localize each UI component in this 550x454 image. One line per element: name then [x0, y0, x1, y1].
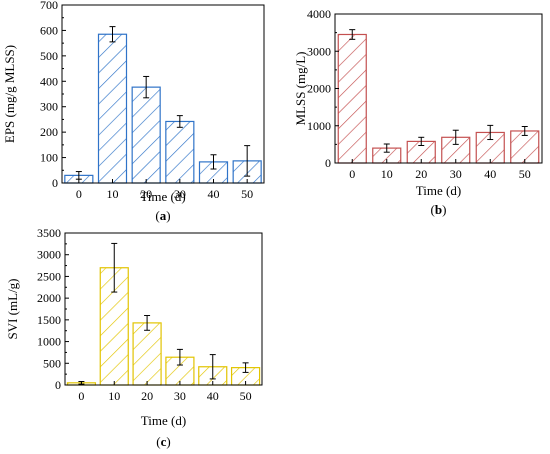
y-tick-label: 2500: [37, 269, 61, 283]
error-bar-20: [143, 75, 150, 99]
x-tick-label: 10: [108, 389, 120, 403]
error-bar-20: [144, 315, 151, 331]
panel-label: (c): [156, 434, 170, 449]
error-bar-30: [176, 348, 183, 366]
y-tick-label: 500: [43, 356, 61, 370]
y-tick-label: 4000: [307, 7, 331, 21]
y-axis-label: EPS (mg/g MLSS): [2, 45, 17, 143]
error-bar-30: [176, 115, 183, 128]
y-tick-label: 2000: [307, 82, 331, 96]
x-tick-label: 20: [415, 167, 427, 181]
chart-panel-3: 0 500 1000 1500 2000 2500 3000 3500 0 10 20 30 40 50 T…: [5, 226, 263, 449]
x-tick-label: 30: [174, 389, 186, 403]
y-axis-label: MLSS (mg/L): [293, 51, 308, 125]
y-tick-label: 0: [325, 156, 331, 170]
x-tick-label: 20: [140, 187, 152, 201]
y-tick-label: 3000: [307, 44, 331, 58]
x-axis-label: Time (d): [416, 183, 461, 198]
x-tick-label: 0: [78, 389, 84, 403]
y-tick-label: 0: [55, 378, 61, 392]
y-tick-label: 200: [40, 125, 58, 139]
error-bar-50: [521, 125, 528, 136]
y-tick-label: 400: [40, 74, 58, 88]
x-tick-label: 50: [519, 167, 531, 181]
x-tick-label: 10: [381, 167, 393, 181]
error-bar-10: [111, 242, 118, 293]
error-bar-50: [242, 362, 249, 373]
y-tick-label: 1000: [37, 335, 61, 349]
error-bar-10: [109, 26, 116, 43]
x-tick-label: 0: [76, 187, 82, 201]
x-tick-label: 40: [207, 389, 219, 403]
x-tick-label: 50: [241, 187, 253, 201]
panel-label: (a): [155, 208, 170, 223]
plot-frame: [64, 232, 263, 386]
x-axis-label: Time (d): [141, 413, 186, 428]
y-tick-label: 100: [40, 151, 58, 165]
x-tick-label: 30: [450, 167, 462, 181]
y-axis-label: SVI (mL/g): [5, 278, 20, 339]
plot-frame: [61, 4, 265, 184]
bar-0: [337, 33, 367, 164]
y-tick-label: 0: [52, 176, 58, 190]
panel-label: (b): [431, 202, 447, 217]
y-tick-label: 300: [40, 100, 58, 114]
bar-20: [131, 86, 161, 184]
error-bar-40: [210, 154, 217, 170]
error-bar-10: [383, 143, 390, 153]
error-bar-0: [349, 29, 356, 40]
y-tick-label: 3500: [37, 226, 61, 240]
x-tick-label: 50: [240, 389, 252, 403]
chart-panel-2: 0 1000 2000 3000 4000 0 10 20 30 40 50 Time (d) MLSS…: [293, 7, 543, 217]
x-tick-label: 10: [107, 187, 119, 201]
bar-20: [132, 322, 162, 386]
x-axis-label: Time (d): [140, 189, 185, 204]
bar-10: [97, 33, 128, 184]
error-bar-50: [244, 145, 251, 177]
y-tick-label: 600: [40, 23, 58, 37]
x-tick-label: 0: [349, 167, 355, 181]
y-tick-label: 3000: [37, 248, 61, 262]
y-tick-label: 1500: [37, 313, 61, 327]
error-bar-40: [209, 354, 216, 380]
y-tick-label: 500: [40, 49, 58, 63]
error-bar-30: [452, 129, 459, 145]
x-tick-label: 40: [484, 167, 496, 181]
error-bar-40: [487, 124, 494, 141]
chart-panel-1: 0 100 200 300 400 500 600 700 0 10 20 30 40 50 Time (d…: [2, 0, 265, 223]
x-tick-label: 40: [208, 187, 220, 201]
error-bar-20: [418, 136, 425, 146]
bar-30: [165, 120, 195, 184]
y-tick-label: 1000: [307, 119, 331, 133]
x-tick-label: 30: [174, 187, 186, 201]
x-tick-label: 20: [141, 389, 153, 403]
y-tick-label: 2000: [37, 291, 61, 305]
y-tick-label: 700: [40, 0, 58, 12]
